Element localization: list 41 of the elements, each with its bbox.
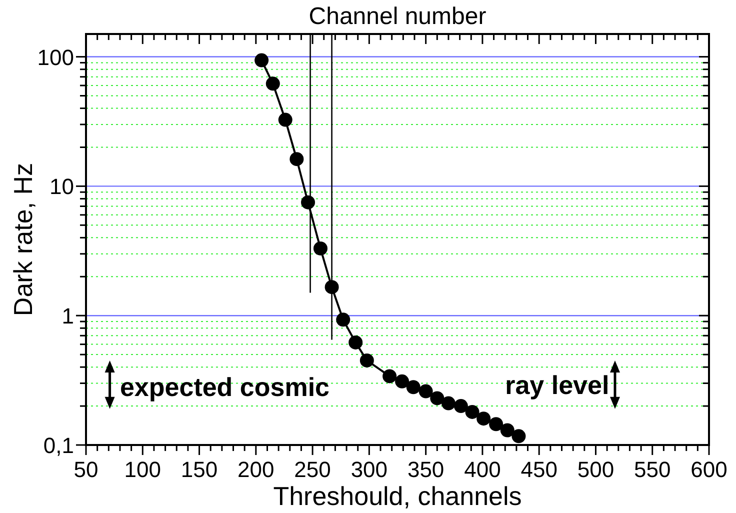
- annotation: expected cosmic: [120, 372, 330, 402]
- x-tick-label: 200: [238, 457, 274, 482]
- y-tick-label: 0,1: [43, 433, 74, 458]
- y-tick-label: 100: [37, 44, 74, 70]
- point: [266, 76, 280, 91]
- point: [512, 429, 526, 444]
- point: [336, 312, 350, 327]
- x-tick-label: 600: [690, 457, 728, 482]
- x-tick-label: 250: [294, 457, 331, 482]
- x2-axis-title: Channel number: [308, 3, 486, 30]
- x-tick-label: 550: [634, 457, 671, 482]
- x-tick-label: 150: [180, 457, 218, 482]
- point: [500, 423, 514, 438]
- point: [348, 335, 363, 350]
- point: [489, 417, 504, 432]
- point: [441, 396, 456, 410]
- point: [430, 391, 444, 406]
- x-tick-label: 350: [407, 457, 444, 482]
- x-tick-label: 500: [577, 457, 614, 482]
- point: [382, 369, 397, 384]
- point: [360, 353, 374, 368]
- x-axis-title: Threshould, channels: [273, 481, 522, 511]
- point: [254, 53, 269, 68]
- y-tick-label: 1: [62, 304, 74, 329]
- x-tick-label: 50: [74, 457, 98, 482]
- y-axis-title: Dark rate, Hz: [8, 162, 38, 316]
- point: [406, 380, 420, 394]
- point: [313, 242, 328, 256]
- point: [476, 412, 491, 426]
- point: [278, 112, 292, 127]
- x-tick-label: 300: [350, 457, 388, 482]
- y-tick-label: 10: [50, 174, 74, 200]
- x-tick-label: 450: [520, 457, 558, 482]
- point: [465, 404, 480, 419]
- x-tick-label: 400: [464, 457, 501, 482]
- point: [418, 384, 433, 398]
- annotation: ray level: [505, 370, 610, 400]
- x-tick-label: 100: [124, 457, 161, 482]
- point: [395, 374, 410, 388]
- point: [454, 399, 468, 414]
- point: [290, 152, 304, 166]
